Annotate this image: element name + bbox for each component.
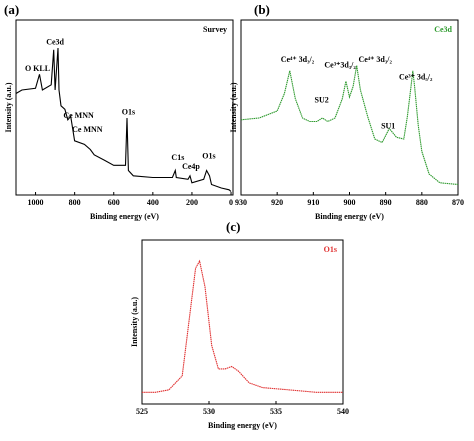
x-tick-label: 1000: [28, 198, 44, 207]
annotation: O1s: [122, 108, 135, 117]
x-tick-label: 920: [271, 198, 283, 207]
y-axis-label: Intensity (a.u.): [130, 297, 139, 347]
x-axis-label: Binding energy (eV): [208, 421, 277, 430]
x-tick-label: 900: [344, 198, 356, 207]
x-tick-label: 930: [235, 198, 247, 207]
x-tick-label: 400: [147, 198, 159, 207]
series-label: O1s: [324, 245, 337, 254]
annotation: Ce MNN: [63, 111, 94, 120]
x-tick-label: 870: [452, 198, 464, 207]
x-tick-label: 600: [108, 198, 120, 207]
series-label: Ce3d: [434, 25, 452, 34]
x-tick-label: 880: [416, 198, 428, 207]
x-tick-label: 540: [337, 407, 349, 416]
annotation: Ce⁴⁺ 3d₃/₂: [358, 55, 392, 64]
plot-frame: [240, 19, 459, 196]
y-axis-label: Intensity (a.u.): [4, 82, 13, 132]
annotation: Ce4p: [182, 162, 200, 171]
x-tick-label: 910: [307, 198, 319, 207]
x-tick-label: 0: [229, 198, 233, 207]
annotation: Ce⁴⁺ 3d₃/₂: [281, 55, 315, 64]
series-line: [240, 65, 459, 186]
panel-label: (b): [254, 2, 270, 17]
series-line: [142, 259, 343, 393]
x-tick-label: 535: [270, 407, 282, 416]
x-axis-label: Binding energy (eV): [90, 212, 159, 221]
x-tick-label: 200: [186, 198, 198, 207]
annotation: SU2: [315, 95, 329, 104]
plot-frame: [15, 19, 234, 196]
annotation: Ce³⁺ 3d₅/₂: [399, 73, 433, 82]
annotation: SU1: [381, 122, 395, 131]
plot-frame: [141, 239, 344, 405]
annotation: O1s: [202, 151, 215, 160]
x-tick-label: 525: [136, 407, 148, 416]
annotation: Ce MNN: [72, 125, 103, 134]
panel-label: (a): [4, 2, 19, 17]
x-tick-label: 890: [380, 198, 392, 207]
annotation: C1s: [171, 153, 184, 162]
annotation: O KLL: [25, 64, 50, 73]
series-line: [15, 47, 232, 192]
annotation: Ce³⁺3d₃/₂: [324, 60, 356, 69]
x-axis-label: Binding energy (eV): [315, 212, 384, 221]
x-tick-label: 800: [69, 198, 81, 207]
x-tick-label: 530: [203, 407, 215, 416]
panel-label: (c): [226, 219, 240, 234]
y-axis-label: Intensity (a.u.): [229, 82, 238, 132]
annotation: Ce3d: [46, 38, 64, 47]
series-label: Survey: [203, 25, 227, 34]
